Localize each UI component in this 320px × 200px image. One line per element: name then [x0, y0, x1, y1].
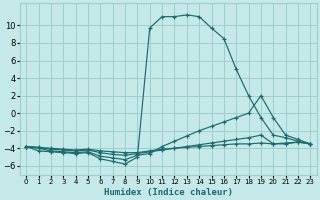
- X-axis label: Humidex (Indice chaleur): Humidex (Indice chaleur): [104, 188, 233, 197]
